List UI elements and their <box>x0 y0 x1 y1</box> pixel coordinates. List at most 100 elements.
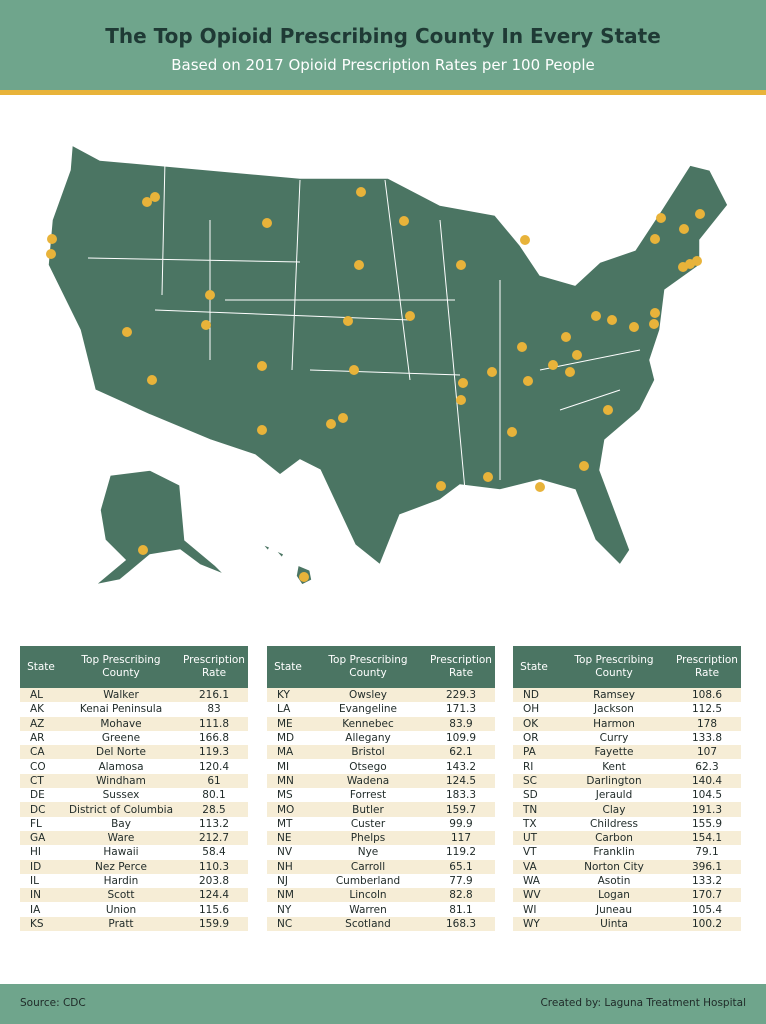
table-cell: 119.2 <box>445 846 477 859</box>
table: State Top Prescribing County Prescription … <box>513 646 741 932</box>
table-cell: 110.3 <box>180 859 248 874</box>
table-row: MS Forrest 183.3 <box>267 788 495 802</box>
column-header: Top Prescribing County <box>62 646 180 688</box>
table-cell: 120.4 <box>198 760 230 773</box>
table-cell: Warren <box>349 903 387 916</box>
table-cell: VT <box>523 846 537 859</box>
table-row: CO Alamosa 120.4 <box>20 759 248 773</box>
table-cell: MT <box>277 817 293 830</box>
table-cell: 168.3 <box>427 916 495 932</box>
table-cell: 212.7 <box>180 830 248 846</box>
table-row: AZ Mohave 111.8 <box>20 716 248 731</box>
table-cell: Hawaii <box>103 846 139 859</box>
table-row: SC Darlington 140.4 <box>513 773 741 789</box>
table-cell: Franklin <box>593 846 635 859</box>
table-cell: Clay <box>555 802 673 817</box>
subtitle: Based on 2017 Opioid Prescription Rates … <box>171 56 595 74</box>
table-cell: 183.3 <box>445 789 477 802</box>
table-cell: CA <box>20 745 62 760</box>
table-cell: Nye <box>357 846 379 859</box>
table-cell: 124.5 <box>427 773 495 789</box>
table-cell: Curry <box>599 732 629 745</box>
table-row: SD Jerauld 104.5 <box>513 788 741 802</box>
table: State Top Prescribing County Prescription … <box>267 646 495 932</box>
table-cell: AL <box>20 688 62 703</box>
table-row: DC District of Columbia 28.5 <box>20 802 248 817</box>
table-row: ME Kennebec 83.9 <box>267 716 495 731</box>
table-cell: NE <box>267 830 309 846</box>
table-cell: KS <box>20 916 62 932</box>
hawaii <box>261 543 313 586</box>
table-cell: Otsego <box>349 760 387 773</box>
column-header: Prescription Rate <box>427 646 495 688</box>
table-cell: Bay <box>111 817 131 830</box>
table-row: HI Hawaii 58.4 <box>20 845 248 859</box>
table-cell: Lincoln <box>309 888 427 903</box>
table-cell: Del Norte <box>62 745 180 760</box>
table-cell: 178 <box>673 716 741 731</box>
table-cell: WI <box>523 903 537 916</box>
table-cell: MS <box>277 789 293 802</box>
table-cell: 62.3 <box>695 760 719 773</box>
table-row: CA Del Norte 119.3 <box>20 745 248 760</box>
continental-us <box>47 143 729 567</box>
table-row: TN Clay 191.3 <box>513 802 741 817</box>
table-cell: Ware <box>62 830 180 846</box>
table-row: WV Logan 170.7 <box>513 888 741 903</box>
column-header: Prescription Rate <box>673 646 741 688</box>
table-cell: NJ <box>277 875 288 887</box>
table-row: NC Scotland 168.3 <box>267 916 495 932</box>
table-cell: 159.7 <box>427 802 495 817</box>
table-row: UT Carbon 154.1 <box>513 830 741 846</box>
table-cell: IN <box>20 888 62 903</box>
table-row: MI Otsego 143.2 <box>267 759 495 773</box>
table-row: KY Owsley 229.3 <box>267 688 495 703</box>
table-cell: LA <box>277 703 291 716</box>
table-cell: WV <box>513 888 555 903</box>
table-cell: IL <box>30 875 39 887</box>
table-cell: Allegany <box>345 732 391 745</box>
table-row: NH Carroll 65.1 <box>267 859 495 874</box>
table-row: MT Custer 99.9 <box>267 817 495 831</box>
table-cell: Mohave <box>62 716 180 731</box>
table-cell: Hardin <box>103 875 139 887</box>
table-row: LA Evangeline 171.3 <box>267 702 495 716</box>
table-cell: 115.6 <box>198 903 230 916</box>
table-cell: 119.3 <box>180 745 248 760</box>
table-row: OR Curry 133.8 <box>513 731 741 745</box>
table-cell: 203.8 <box>198 875 230 887</box>
table-cell: 62.1 <box>427 745 495 760</box>
table-cell: 83.9 <box>427 716 495 731</box>
table-cell: Windham <box>62 773 180 789</box>
table-row: RI Kent 62.3 <box>513 759 741 773</box>
table-cell: 105.4 <box>691 903 723 916</box>
table-cell: 80.1 <box>202 789 226 802</box>
table-cell: 155.9 <box>691 817 723 830</box>
footer: Source: CDC Created by: Laguna Treatment… <box>0 984 766 1024</box>
table-cell: Carbon <box>555 830 673 846</box>
table-cell: 77.9 <box>449 875 473 887</box>
table-row: AK Kenai Peninsula 83 <box>20 702 248 716</box>
header-row: State Top Prescribing County Prescription … <box>513 646 741 688</box>
table-cell: 104.5 <box>691 789 723 802</box>
table-cell: NH <box>267 859 309 874</box>
table-row: TX Childress 155.9 <box>513 817 741 831</box>
column-header: State <box>20 646 62 688</box>
table-cell: WY <box>513 916 555 932</box>
source: Source: CDC <box>20 997 86 1009</box>
table-row: NE Phelps 117 <box>267 830 495 846</box>
table-cell: 82.8 <box>427 888 495 903</box>
table-cell: NC <box>267 916 309 932</box>
table-cell: MN <box>267 773 309 789</box>
table-cell: 143.2 <box>445 760 477 773</box>
table-cell: 112.5 <box>691 703 723 716</box>
table-row: GA Ware 212.7 <box>20 830 248 846</box>
column-header: Prescription Rate <box>180 646 248 688</box>
table-row: MD Allegany 109.9 <box>267 731 495 745</box>
table-cell: Wadena <box>309 773 427 789</box>
table-cell: OK <box>513 716 555 731</box>
table-row: FL Bay 113.2 <box>20 817 248 831</box>
table-row: NV Nye 119.2 <box>267 845 495 859</box>
table-cell: 79.1 <box>695 846 719 859</box>
table-cell: ME <box>267 716 309 731</box>
